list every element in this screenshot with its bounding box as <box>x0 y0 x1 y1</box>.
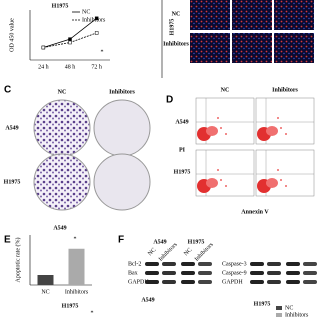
blot-label: Caspase-3 <box>222 261 247 267</box>
annotation: * <box>101 49 104 55</box>
lane-label: NC <box>147 247 157 257</box>
legend-swatch <box>276 306 282 310</box>
legend-label: Inhibitors <box>285 312 309 318</box>
column-label: NC <box>58 89 67 95</box>
dish <box>33 153 91 211</box>
flow-plot <box>255 149 315 197</box>
blot-label: Bcl-2 <box>128 261 141 267</box>
panel-c: C NC Inhibitors A549 H1975 <box>4 85 151 211</box>
panel-d: D NC Inhibitors A549 H1975 PI Annexin V <box>166 87 315 215</box>
marker <box>94 16 99 21</box>
column-label: NC <box>221 87 230 93</box>
cell-line: H1975 <box>169 19 175 36</box>
row-label: A549 <box>5 125 18 131</box>
chart-title: H1975 <box>254 301 271 307</box>
panel-f: F A549 H1975 NC Inhibitors NC Inhibitors… <box>118 235 317 285</box>
x-tick-label: 24 h <box>38 64 49 70</box>
x-tick-label: 72 h <box>91 64 102 70</box>
x-tick-label: 48 h <box>65 64 76 70</box>
dish <box>93 153 151 211</box>
marker <box>94 31 99 35</box>
blot <box>145 271 212 275</box>
panel-g: H1975 * A549 H1975 NC Inhibitors <box>62 297 309 318</box>
chart-title: A549 <box>141 297 154 303</box>
x-tick-label: NC <box>41 289 49 295</box>
micrograph <box>232 33 272 63</box>
annotation: * <box>91 310 94 316</box>
chart-title: A549 <box>53 225 66 231</box>
panel-a: H1975 OD 450 value * 24 h 48 h 72 h NC Inhib… <box>9 3 110 70</box>
marker <box>68 37 72 41</box>
panel-letter: C <box>4 85 11 96</box>
panel-b: NC Inhibitors H1975 <box>161 0 314 78</box>
dish <box>93 99 151 157</box>
micrograph <box>232 0 272 30</box>
blot <box>145 262 212 266</box>
flow-plot <box>195 97 255 145</box>
y-label: PI <box>179 147 186 153</box>
panel-e: E A549 Apoptotic rate (%) * NC Inhibitors <box>4 225 92 295</box>
panel-letter: F <box>118 235 124 246</box>
blot <box>145 280 212 284</box>
chart-title: H1975 <box>52 3 69 9</box>
chart-title: H1975 <box>62 303 79 309</box>
micrograph <box>274 33 314 63</box>
flow-plot <box>255 97 315 145</box>
flow-plot <box>195 149 255 197</box>
legend-label: NC <box>285 305 293 311</box>
blot-label: Caspase-9 <box>222 270 247 276</box>
panel-letter: E <box>4 235 11 246</box>
blot <box>250 280 317 284</box>
blot <box>250 262 317 266</box>
bar <box>68 248 85 285</box>
blot-label: GAPDH <box>222 279 243 285</box>
column-label: Inhibitors <box>109 89 135 95</box>
row-label: H1975 <box>4 179 21 185</box>
column-label: Inhibitors <box>272 87 298 93</box>
legend-swatch <box>276 313 282 317</box>
row-label: Inhibitors <box>163 41 189 47</box>
legend-label: Inhibitors <box>82 17 106 23</box>
x-tick-label: Inhibitors <box>65 289 89 295</box>
bar <box>37 275 54 285</box>
y-label: Apoptotic rate (%) <box>14 238 21 283</box>
row-label: H1975 <box>174 169 191 175</box>
annotation: * <box>74 236 77 242</box>
lane-label: NC <box>183 247 193 257</box>
x-label: Annexin V <box>241 209 269 215</box>
legend-label: NC <box>82 9 90 15</box>
micrograph <box>190 0 230 30</box>
row-label: A549 <box>175 119 188 125</box>
panel-letter: D <box>166 95 173 106</box>
micrograph <box>190 33 230 63</box>
group-label: H1975 <box>188 239 205 245</box>
blot-label: GAPDH <box>128 279 149 285</box>
row-label: NC <box>172 11 181 17</box>
micrograph <box>274 0 314 30</box>
group-label: A549 <box>153 239 166 245</box>
marker <box>68 40 72 45</box>
blot <box>250 271 317 275</box>
marker <box>41 45 46 50</box>
dish <box>33 99 91 157</box>
blot-label: Bax <box>128 270 138 276</box>
y-label: OD 450 value <box>9 18 15 52</box>
